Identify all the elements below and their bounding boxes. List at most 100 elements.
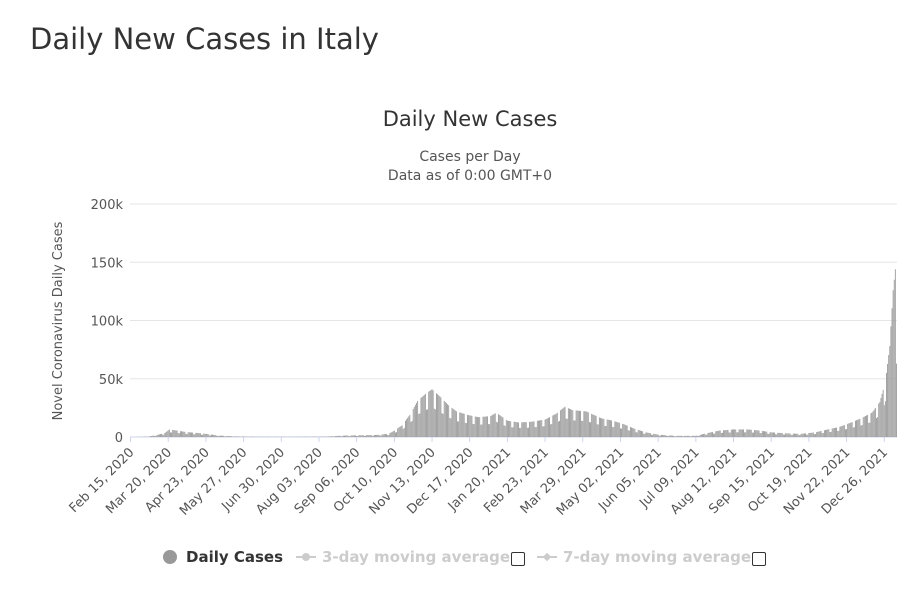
daily-cases-bar: [552, 415, 554, 437]
x-tick-label: Dec 17, 2020: [404, 445, 476, 517]
daily-cases-bar: [714, 433, 716, 437]
daily-cases-bar: [419, 413, 421, 437]
daily-cases-bar: [170, 432, 171, 437]
daily-cases-bar: [335, 436, 337, 437]
daily-cases-bar: [467, 414, 468, 437]
daily-cases-bar: [635, 432, 637, 437]
daily-cases-bar: [470, 415, 472, 437]
daily-cases-bar: [799, 435, 801, 437]
daily-cases-bar: [771, 432, 773, 437]
daily-cases-bar: [442, 413, 444, 437]
daily-cases-bar: [798, 435, 800, 437]
daily-cases-bar: [695, 435, 697, 437]
daily-cases-bar: [674, 436, 676, 437]
daily-cases-bar: [483, 416, 485, 437]
daily-cases-bar: [493, 413, 495, 437]
daily-cases-bar: [436, 393, 437, 437]
daily-cases-bar: [362, 435, 364, 437]
daily-cases-bar: [804, 433, 805, 437]
daily-cases-bar: [612, 426, 614, 437]
daily-cases-bar: [350, 435, 352, 437]
daily-cases-bar: [387, 435, 389, 437]
daily-cases-bar: [638, 430, 640, 437]
daily-cases-bar: [513, 421, 515, 437]
daily-cases-bar: [864, 416, 866, 437]
daily-cases-bar: [815, 434, 816, 437]
y-tick-label: 150k: [91, 256, 124, 271]
daily-cases-bar: [583, 411, 585, 437]
daily-cases-bar: [632, 427, 634, 437]
daily-cases-bar: [797, 433, 799, 437]
daily-cases-bar: [795, 433, 797, 437]
3-day-average-checkbox[interactable]: [511, 552, 525, 566]
daily-cases-bar: [153, 435, 155, 437]
daily-cases-bar: [832, 428, 834, 437]
x-tick-label: Sep 15, 2021: [706, 445, 778, 517]
daily-cases-bar: [546, 418, 548, 437]
daily-cases-bar: [708, 432, 710, 437]
7-day-average-checkbox[interactable]: [752, 552, 766, 566]
daily-cases-bar: [594, 415, 596, 437]
daily-cases-bar: [383, 434, 385, 437]
daily-cases-bar: [534, 427, 536, 437]
daily-cases-bar: [661, 434, 662, 437]
daily-cases-bar: [363, 435, 365, 437]
daily-cases-bar: [478, 417, 480, 437]
daily-cases-bar: [185, 433, 187, 437]
daily-cases-bar: [182, 431, 184, 437]
daily-cases-bar: [237, 436, 239, 437]
daily-cases-bar: [408, 416, 410, 437]
daily-cases-bar: [756, 430, 758, 437]
daily-cases-bar: [806, 434, 808, 437]
daily-cases-bar: [355, 435, 356, 437]
daily-cases-bar: [849, 423, 851, 437]
daily-cases-bar: [683, 436, 685, 437]
daily-cases-bar: [225, 436, 227, 437]
daily-cases-bar: [464, 422, 466, 437]
daily-cases-bar: [718, 430, 720, 437]
daily-cases-bar: [426, 409, 427, 437]
daily-cases-bar: [535, 427, 537, 437]
daily-cases-bar: [369, 435, 371, 437]
daily-cases-bar: [519, 427, 521, 437]
daily-cases-bar: [148, 436, 150, 437]
daily-cases-bar: [781, 433, 783, 437]
daily-cases-bar: [184, 431, 186, 437]
daily-cases-bar: [880, 397, 882, 437]
daily-cases-bar: [565, 418, 567, 437]
daily-cases-bar: [209, 435, 211, 437]
daily-cases-bar: [654, 434, 656, 437]
daily-cases-bar: [174, 430, 176, 437]
daily-cases-bar: [715, 431, 717, 437]
daily-cases-bar: [582, 420, 584, 437]
daily-cases-bar: [468, 415, 470, 437]
daily-cases-bar: [664, 435, 666, 437]
daily-cases-bar: [183, 431, 185, 437]
daily-cases-bar: [158, 434, 160, 437]
daily-cases-bar: [531, 421, 533, 437]
daily-cases-bar: [450, 418, 452, 437]
daily-cases-bar: [573, 420, 575, 437]
daily-cases-bar: [613, 427, 615, 437]
daily-cases-bar: [610, 420, 611, 437]
daily-cases-bar: [577, 410, 579, 437]
daily-cases-bar: [214, 434, 216, 437]
daily-cases-bar: [618, 422, 620, 437]
daily-cases-bar: [501, 416, 503, 437]
legend-item-7-day-average[interactable]: 7-day moving average: [537, 548, 751, 566]
daily-cases-bar: [404, 420, 406, 437]
daily-cases-bar: [886, 372, 887, 437]
legend-item-daily-cases[interactable]: Daily Cases: [163, 548, 283, 566]
daily-cases-bar: [883, 405, 885, 437]
daily-cases-bar: [352, 435, 354, 437]
daily-cases-bar: [514, 421, 516, 437]
daily-cases-bar: [838, 430, 840, 437]
daily-cases-bar: [388, 434, 390, 437]
daily-cases-bar: [336, 435, 338, 437]
daily-cases-bar: [811, 432, 813, 437]
daily-cases-bar: [230, 436, 232, 437]
daily-cases-bar: [605, 426, 607, 437]
daily-cases-bar: [359, 435, 361, 437]
legend-item-3-day-average[interactable]: 3-day moving average: [296, 548, 510, 566]
